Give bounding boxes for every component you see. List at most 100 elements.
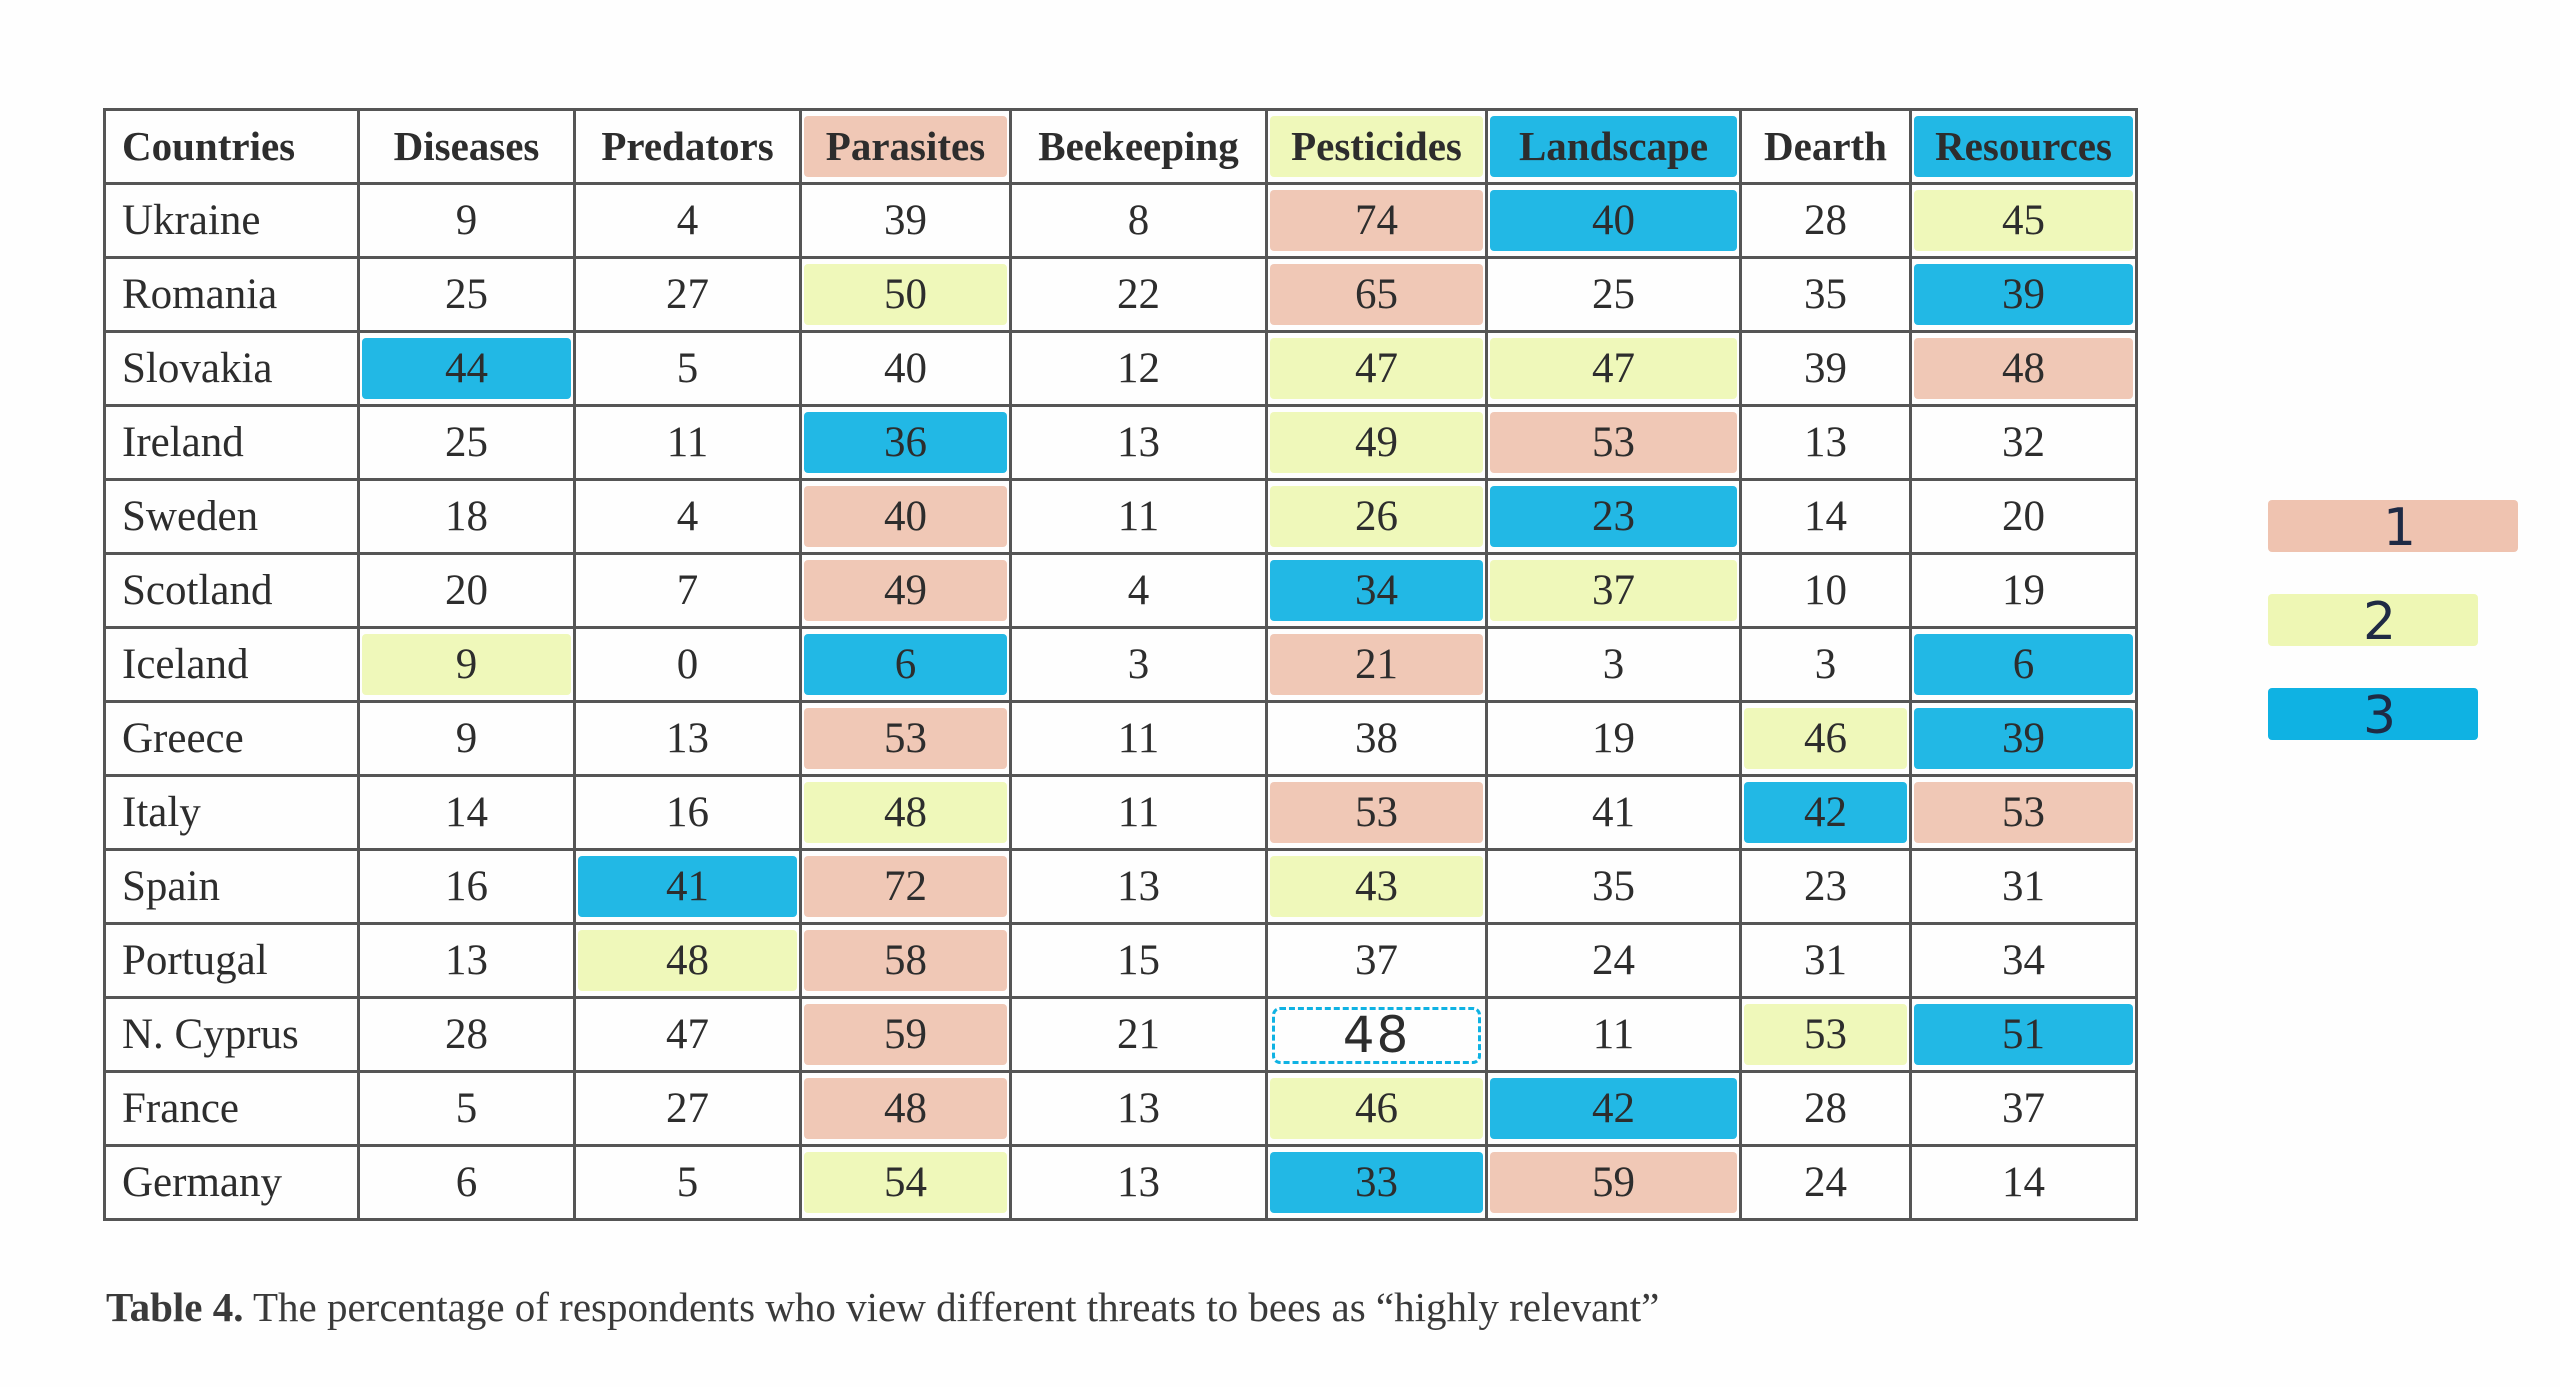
highlight-mark (1490, 486, 1737, 547)
cell-value: 26 (1355, 493, 1398, 540)
highlight-mark (1270, 782, 1483, 843)
cell-value: 42 (1804, 789, 1847, 836)
highlight-mark (1490, 560, 1737, 621)
table-row: Greece 9 13 53 11 38 19 46 39 (103, 700, 2138, 777)
column-header-countries: Countries (103, 108, 360, 185)
value-cell: 4 (573, 478, 802, 555)
cell-value: 7 (676, 567, 699, 614)
column-header-beekeeping: Beekeeping (1009, 108, 1268, 185)
highlight-mark (1914, 1004, 2133, 1065)
value-cell: 18 (357, 478, 576, 555)
cell-value: 11 (1117, 715, 1160, 762)
value-cell: 39 (799, 182, 1012, 259)
highlight-mark (804, 264, 1007, 325)
value-cell: 31 (1739, 922, 1912, 999)
cell-value: 4 (676, 197, 699, 244)
value-cell: 37 (1485, 552, 1742, 629)
value-cell: 5 (573, 1144, 802, 1221)
cell-value: 23 (1804, 863, 1847, 910)
cell-value: 48 (2002, 345, 2045, 392)
value-cell: 4 (573, 182, 802, 259)
highlight-mark (1914, 782, 2133, 843)
table-row: N. Cyprus 28 47 59 21 48 11 53 51 (103, 996, 2138, 1073)
value-cell: 13 (1009, 848, 1268, 925)
cell-value: 36 (884, 419, 927, 466)
cell-value: 39 (2002, 715, 2045, 762)
value-cell: 44 (357, 330, 576, 407)
value-cell: 48 (1265, 996, 1488, 1073)
table-row: Spain 16 41 72 13 43 35 23 31 (103, 848, 2138, 925)
column-header-diseases: Diseases (357, 108, 576, 185)
value-cell: 65 (1265, 256, 1488, 333)
cell-value: 51 (2002, 1011, 2045, 1058)
cell-value: 48 (884, 1085, 927, 1132)
value-cell: 23 (1485, 478, 1742, 555)
value-cell: 53 (1265, 774, 1488, 851)
cell-value: 39 (884, 197, 927, 244)
value-cell: 39 (1909, 700, 2138, 777)
cell-value: 40 (1592, 197, 1635, 244)
cell-value: 9 (455, 641, 478, 688)
cell-value: 11 (1117, 789, 1160, 836)
cell-value: 35 (1804, 271, 1847, 318)
value-cell: 32 (1909, 404, 2138, 481)
highlight-mark (1914, 264, 2133, 325)
country-name: Iceland (122, 641, 249, 688)
country-cell: Ireland (103, 404, 360, 481)
cell-value: 48 (884, 789, 927, 836)
value-cell: 59 (1485, 1144, 1742, 1221)
caption-label: Table 4. (106, 1284, 244, 1330)
cell-value: 14 (1804, 493, 1847, 540)
highlight-mark (1490, 190, 1737, 251)
column-header-parasites: Parasites (799, 108, 1012, 185)
header-label: Beekeeping (1038, 123, 1239, 169)
cell-value: 41 (1592, 789, 1635, 836)
value-cell: 14 (1739, 478, 1912, 555)
cell-value: 8 (1127, 197, 1150, 244)
cell-value: 13 (1117, 863, 1160, 910)
highlight-mark (1490, 1078, 1737, 1139)
value-cell: 47 (573, 996, 802, 1073)
value-cell: 3 (1009, 626, 1268, 703)
value-cell: 8 (1009, 182, 1268, 259)
cell-value: 11 (666, 419, 709, 466)
value-cell: 48 (573, 922, 802, 999)
highlight-mark (804, 1078, 1007, 1139)
value-cell: 6 (357, 1144, 576, 1221)
highlight-mark (1490, 338, 1737, 399)
value-cell: 26 (1265, 478, 1488, 555)
header-label: Predators (601, 123, 774, 169)
country-name: Ukraine (122, 197, 261, 244)
cell-value: 23 (1592, 493, 1635, 540)
cell-value: 59 (1592, 1159, 1635, 1206)
highlight-mark (804, 782, 1007, 843)
highlight-mark (578, 856, 797, 917)
country-cell: Greece (103, 700, 360, 777)
value-cell: 4 (1009, 552, 1268, 629)
caption-text: The percentage of respondents who view d… (243, 1284, 1660, 1330)
value-cell: 10 (1739, 552, 1912, 629)
value-cell: 41 (573, 848, 802, 925)
value-cell: 37 (1909, 1070, 2138, 1147)
cell-value: 11 (1592, 1011, 1635, 1058)
value-cell: 28 (357, 996, 576, 1073)
country-name: Italy (122, 789, 201, 836)
cell-value: 53 (884, 715, 927, 762)
cell-value: 72 (884, 863, 927, 910)
cell-value: 47 (1355, 345, 1398, 392)
cell-value: 20 (445, 567, 488, 614)
cell-value: 34 (1355, 567, 1398, 614)
value-cell: 53 (1739, 996, 1912, 1073)
cell-value: 4 (1127, 567, 1150, 614)
cell-value: 25 (445, 271, 488, 318)
cell-value: 14 (2002, 1159, 2045, 1206)
value-cell: 11 (1009, 478, 1268, 555)
highlight-mark (804, 708, 1007, 769)
cell-value: 28 (1804, 197, 1847, 244)
table-row: Ukraine 9 4 39 8 74 40 28 45 (103, 182, 2138, 259)
cell-value: 18 (445, 493, 488, 540)
cell-value: 44 (445, 345, 488, 392)
cell-value: 15 (1117, 937, 1160, 984)
cell-value: 74 (1355, 197, 1398, 244)
cell-value: 32 (2002, 419, 2045, 466)
